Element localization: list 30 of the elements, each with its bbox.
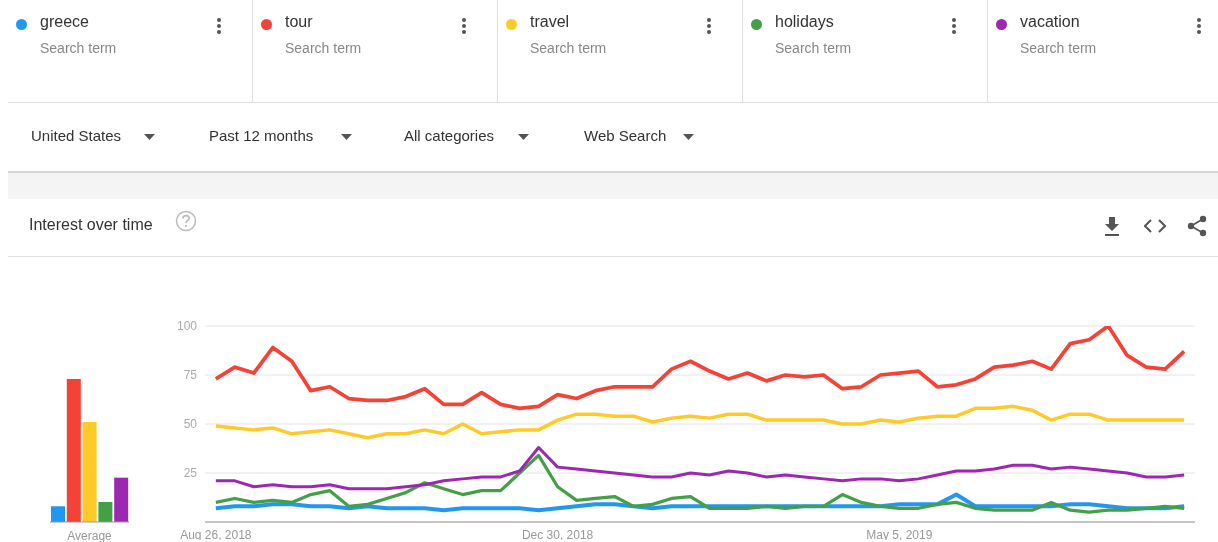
legend-label: tour [285, 13, 313, 31]
y-tick-label: 25 [183, 466, 198, 481]
text: Search term [530, 40, 607, 56]
y-tick-label: 100 [176, 319, 198, 334]
text: Search term [775, 40, 852, 56]
line-series [214, 404, 1186, 440]
line-series [213, 326, 1187, 411]
legend-label: greece [40, 13, 89, 31]
text: Search term [1020, 40, 1097, 56]
line-series [214, 446, 1186, 491]
text: Web Search [584, 127, 667, 144]
chart-title: Interest over time [29, 216, 153, 234]
legend-label: holidays [775, 13, 834, 31]
legend-label: travel [530, 13, 570, 31]
bar [98, 501, 113, 522]
text: Search term [40, 40, 117, 56]
text: United States [31, 127, 122, 144]
bar [66, 379, 81, 522]
x-tick-label: Dec 30, 2018 [521, 527, 594, 542]
x-axis-title: Average [67, 529, 113, 542]
line-series [214, 453, 1186, 514]
bar [82, 421, 97, 522]
text: Past 12 months [209, 127, 314, 144]
legend-label: vacation [1020, 13, 1080, 31]
text: All categories [404, 127, 495, 144]
bar [114, 477, 129, 522]
y-tick-label: 75 [183, 368, 198, 383]
text: Search term [285, 40, 362, 56]
bar [51, 506, 65, 522]
y-tick-label: 50 [183, 417, 198, 432]
